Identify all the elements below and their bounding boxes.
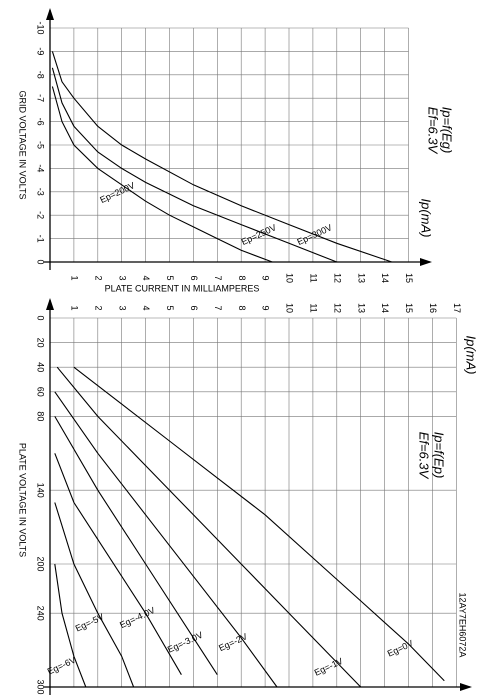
x-tick-label: 1 <box>70 305 80 310</box>
curve <box>51 86 273 263</box>
x-tick-label: 4 <box>141 305 151 310</box>
x-tick-label: 4 <box>141 275 151 280</box>
x-tick-label: 11 <box>309 273 319 282</box>
x-tick-label: 3 <box>117 305 127 310</box>
curve <box>54 416 218 675</box>
curve <box>54 453 182 675</box>
x-tick-label: 13 <box>356 273 366 283</box>
x-tick-label: 10 <box>285 303 295 313</box>
x-tick-label: 16 <box>428 303 438 313</box>
y-tick-label: 140 <box>36 483 46 498</box>
x-tick-label: 2 <box>93 275 103 280</box>
x-tick-label: 12 <box>332 303 342 313</box>
y-tick-label: -4 <box>36 164 46 172</box>
y-axis-title: GRID VOLTAGE IN VOLTS <box>18 90 28 199</box>
y-tick-label: -5 <box>36 141 46 149</box>
x-tick-label: 5 <box>165 305 175 310</box>
y-tick-label: -10 <box>36 21 46 34</box>
y-tick-label: -9 <box>36 47 46 55</box>
y-axis-arrow <box>46 8 54 20</box>
chart-subtitle: Ef=6.3V <box>426 107 441 155</box>
x-tick-label: 6 <box>189 305 199 310</box>
y-axis-arrow <box>46 298 54 310</box>
y-tick-label: 0 <box>36 259 46 264</box>
x-tick-label: 3 <box>117 275 127 280</box>
y-tick-label: 20 <box>36 338 46 348</box>
y-axis-title: PLATE VOLTAGE IN VOLTS <box>18 443 28 557</box>
x-tick-label: 10 <box>285 273 295 283</box>
curve <box>54 391 278 688</box>
chart-title: Ip=f(Ep) <box>432 432 447 479</box>
x-tick-label: 6 <box>189 275 199 280</box>
x-tick-label: 7 <box>213 305 223 310</box>
y-tick-label: 0 <box>36 315 46 320</box>
y-tick-label: -3 <box>36 188 46 196</box>
y-tick-label: -7 <box>36 94 46 102</box>
x-tick-label: 8 <box>237 275 247 280</box>
y-tick-label: 240 <box>36 606 46 621</box>
x-tick-label: 5 <box>165 275 175 280</box>
curve <box>54 502 135 688</box>
curve <box>51 67 338 263</box>
y-tick-label: -1 <box>36 235 46 243</box>
x-tick-label: 14 <box>380 273 390 283</box>
x-axis-arrow <box>420 258 432 266</box>
x-tick-label: 14 <box>380 303 390 313</box>
x-tick-label: 15 <box>404 273 414 283</box>
x-tick-label: 13 <box>356 303 366 313</box>
chart-subtitle: Ef=6.3V <box>417 432 432 480</box>
x-unit-label: Ip(mA) <box>419 199 434 238</box>
x-tick-label: 8 <box>237 305 247 310</box>
x-tick-label: 9 <box>261 305 271 310</box>
y-tick-label: -6 <box>36 118 46 126</box>
curve <box>73 366 445 682</box>
x-axis-title: PLATE CURRENT IN MILLIAMPERES <box>105 283 260 293</box>
curve <box>54 563 87 688</box>
curve <box>51 51 392 263</box>
x-tick-label: 7 <box>213 275 223 280</box>
y-tick-label: -8 <box>36 71 46 79</box>
x-tick-label: 9 <box>261 275 271 280</box>
x-tick-label: 2 <box>93 305 103 310</box>
x-tick-label: 17 <box>452 303 462 313</box>
x-tick-label: 1 <box>70 275 80 280</box>
x-tick-label: 15 <box>404 303 414 313</box>
x-tick-label: 12 <box>332 273 342 283</box>
y-tick-label: 60 <box>36 387 46 397</box>
x-axis-arrow <box>460 683 472 691</box>
x-unit-label: Ip(mA) <box>464 336 479 375</box>
y-tick-label: -2 <box>36 211 46 219</box>
y-tick-label: 200 <box>36 556 46 571</box>
x-tick-label: 11 <box>309 303 319 312</box>
y-tick-label: 300 <box>36 679 46 694</box>
curve <box>56 366 362 688</box>
part-number: 12AY7EH6072A <box>458 593 468 658</box>
y-tick-label: 80 <box>36 411 46 421</box>
chart-title: Ip=f(Eg) <box>440 107 455 154</box>
y-tick-label: 40 <box>36 362 46 372</box>
